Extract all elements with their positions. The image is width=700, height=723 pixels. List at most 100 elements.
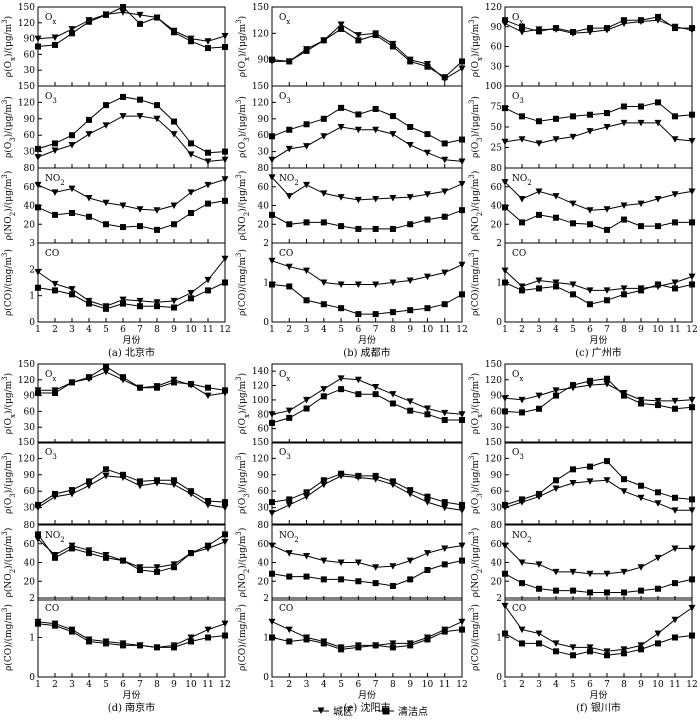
point-clean	[69, 628, 75, 635]
panel-label: CO	[512, 604, 526, 614]
point-urban	[68, 142, 76, 149]
point-urban	[337, 124, 345, 131]
point-urban	[303, 181, 311, 189]
y-tick-label: 60	[258, 487, 270, 497]
point-urban	[569, 644, 577, 651]
point-clean	[154, 477, 160, 484]
point-urban	[441, 188, 449, 195]
point-urban	[423, 191, 431, 198]
point-clean	[355, 578, 362, 585]
point-clean	[519, 496, 525, 503]
panel-label: NO2	[512, 174, 532, 187]
series-urban-line	[37, 475, 226, 509]
point-clean	[424, 305, 431, 312]
point-clean	[303, 219, 310, 226]
series-urban-line	[271, 545, 463, 568]
y-tick-label: 120	[252, 29, 269, 39]
point-clean	[120, 4, 126, 10]
panel-label: CO	[279, 604, 293, 614]
y-tick-label: 90	[24, 392, 36, 402]
point-urban	[458, 411, 466, 418]
point-clean	[570, 587, 576, 594]
point-clean	[407, 124, 414, 130]
x-tick-label: 4	[553, 680, 559, 690]
point-clean	[389, 478, 396, 485]
point-urban	[518, 626, 526, 634]
point-clean	[604, 226, 610, 233]
point-urban	[603, 648, 611, 655]
point-clean	[689, 496, 695, 503]
point-clean	[86, 18, 92, 25]
x-tick-label: 4	[321, 325, 327, 335]
chart-caption: (b) 成都市	[343, 346, 390, 359]
point-urban	[552, 387, 560, 394]
point-clean	[638, 103, 644, 110]
point-urban	[671, 616, 679, 624]
series-urban-line	[271, 475, 463, 514]
y-tick-label: 60	[258, 183, 270, 193]
point-clean	[502, 17, 508, 24]
point-urban	[518, 283, 526, 290]
y-axis-label: ρ(O3)/(μg/m3)	[1, 452, 17, 514]
point-urban	[34, 35, 42, 43]
panel-frame	[504, 363, 693, 444]
point-clean	[604, 110, 610, 117]
point-urban	[620, 202, 628, 209]
panel-label: CO	[45, 249, 59, 259]
point-clean	[120, 300, 126, 307]
point-urban	[671, 397, 679, 405]
panel-label: CO	[45, 604, 59, 614]
point-clean	[638, 587, 644, 594]
point-urban	[68, 286, 76, 293]
y-tick-label: 40	[258, 559, 270, 569]
point-urban	[221, 504, 229, 512]
series-urban-line	[37, 115, 226, 162]
point-urban	[268, 257, 276, 265]
point-clean	[372, 391, 379, 398]
x-tick-label: 12	[686, 325, 697, 335]
x-tick-label: 8	[390, 680, 396, 690]
panel-label: NO2	[512, 531, 532, 544]
panel-label: O3	[279, 92, 291, 105]
point-urban	[406, 194, 414, 201]
y-tick-label: 40	[491, 559, 503, 569]
point-urban	[354, 126, 362, 134]
panel-label: NO2	[45, 531, 65, 544]
point-clean	[320, 477, 327, 484]
x-tick-label: 10	[185, 680, 197, 690]
legend-marker-urban	[317, 707, 325, 714]
point-urban	[119, 9, 127, 16]
chart-caption: (a) 北京市	[108, 346, 155, 359]
point-clean	[154, 14, 160, 21]
y-tick-label: 150	[18, 438, 35, 448]
point-clean	[621, 589, 627, 596]
point-clean	[672, 634, 678, 641]
point-clean	[171, 477, 177, 484]
point-clean	[441, 499, 448, 506]
point-urban	[501, 602, 509, 610]
point-urban	[303, 143, 311, 150]
point-urban	[51, 147, 59, 155]
x-tick-label: 11	[202, 325, 213, 335]
point-clean	[52, 622, 58, 629]
point-urban	[34, 181, 42, 189]
point-clean	[638, 223, 644, 230]
x-tick-label: 3	[69, 680, 75, 690]
point-clean	[286, 638, 293, 645]
point-clean	[519, 409, 525, 416]
point-clean	[553, 25, 559, 32]
point-urban	[423, 499, 431, 506]
point-urban	[68, 185, 76, 193]
point-clean	[459, 557, 465, 564]
y-axis-label: ρ(CO)/(mg/m3)	[1, 249, 14, 316]
point-urban	[354, 281, 362, 288]
point-urban	[119, 296, 127, 304]
point-clean	[553, 587, 559, 594]
point-clean	[269, 211, 275, 218]
point-urban	[268, 156, 276, 164]
point-urban	[586, 478, 594, 485]
x-tick-label: 2	[286, 680, 292, 690]
